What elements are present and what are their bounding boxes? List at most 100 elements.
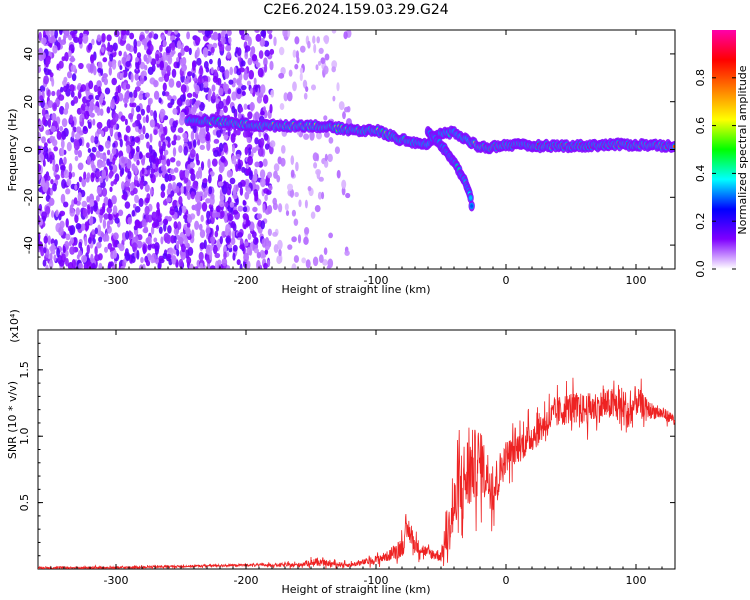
heatmap-cell: [247, 111, 253, 120]
heatmap-cell: [295, 161, 299, 172]
heatmap-cell: [263, 94, 269, 104]
heatmap-cell: [102, 57, 108, 63]
heatmap-cell: [343, 31, 348, 40]
heatmap-cell: [344, 106, 350, 113]
heatmap-cell: [70, 90, 75, 98]
heatmap-cell: [136, 40, 142, 47]
heatmap-cell: [82, 125, 88, 132]
heatmap-cell: [153, 237, 158, 243]
heatmap-cell: [276, 175, 281, 183]
heatmap-cell: [195, 131, 199, 141]
heatmap-cell: [118, 50, 122, 57]
heatmap-cell: [209, 265, 216, 269]
heatmap-cell: [47, 89, 51, 98]
heatmap-cell: [99, 108, 104, 116]
heatmap-cell: [158, 76, 164, 82]
heatmap-cell: [278, 203, 283, 213]
heatmap-cell: [255, 145, 260, 151]
heatmap-cell: [114, 217, 120, 224]
heatmap-cell: [133, 45, 138, 54]
heatmap-cell: [94, 105, 99, 114]
heatmap-cell: [162, 90, 166, 97]
colorbar-label: Normalized spectral amplitude: [736, 65, 749, 234]
heatmap-cell: [40, 37, 47, 45]
heatmap-cell: [336, 169, 341, 179]
heatmap-cell: [69, 226, 74, 236]
heatmap-cell: [152, 212, 156, 218]
heatmap-cell: [120, 265, 125, 269]
heatmap-cell: [338, 101, 345, 111]
heatmap-cell: [119, 138, 123, 148]
heatmap-cell: [158, 226, 163, 234]
heatmap-cell: [104, 246, 108, 253]
heatmap-cell: [243, 72, 249, 81]
heatmap-cell: [272, 197, 278, 205]
heatmap-cell: [135, 145, 140, 153]
heatmap-cell: [133, 89, 138, 99]
heatmap-cell: [107, 198, 112, 208]
heatmap-cell: [242, 206, 248, 213]
heatmap-cell: [209, 250, 213, 261]
heatmap-cell: [101, 33, 106, 43]
heatmap-cell: [289, 188, 295, 198]
heatmap-cell: [223, 201, 229, 208]
heatmap-cell: [247, 155, 254, 166]
heatmap-cell: [135, 56, 139, 63]
heatmap-cell: [63, 76, 68, 83]
heatmap-cell: [205, 227, 211, 235]
heatmap-cell: [83, 171, 87, 180]
heatmap-cell: [239, 186, 244, 196]
heatmap-cell: [269, 48, 275, 55]
heatmap-cell: [270, 89, 275, 98]
heatmap-cell: [195, 36, 201, 44]
heatmap-cell: [52, 102, 58, 112]
heatmap-cell: [64, 30, 70, 39]
heatmap-cell: [98, 144, 103, 150]
heatmap-cell: [42, 159, 46, 167]
heatmap-cell: [121, 157, 126, 164]
heatmap-cell: [254, 161, 260, 168]
heatmap-cell: [121, 167, 125, 175]
heatmap-cell: [117, 84, 122, 94]
heatmap-cell: [162, 82, 167, 92]
heatmap-cell: [47, 235, 51, 245]
heatmap-cell: [341, 186, 346, 196]
heatmap-cell: [90, 206, 94, 215]
heatmap-cell: [124, 201, 131, 209]
y-tick-label: 40: [22, 47, 35, 61]
heatmap-cell: [43, 67, 47, 73]
heatmap-cell: [150, 226, 155, 235]
heatmap-cell: [69, 114, 74, 124]
heatmap-cell: [58, 60, 64, 69]
heatmap-cell: [180, 205, 187, 214]
heatmap-cell: [162, 252, 168, 260]
heatmap-cell: [191, 229, 195, 239]
heatmap-cell: [236, 259, 241, 266]
heatmap-cell: [258, 161, 264, 168]
heatmap-cell: [145, 114, 149, 124]
snr-ticks: -300 -200 -100 0 100 0.5 1.0 1.5: [18, 330, 676, 587]
colorbar: 0.0 0.2 0.4 0.6 0.8 Normalized spectral ampl…: [694, 30, 749, 278]
heatmap-cell: [134, 68, 141, 74]
y-tick-label: 0.5: [18, 494, 31, 512]
heatmap-cell: [113, 232, 119, 241]
heatmap-cell: [195, 153, 199, 163]
heatmap-cell: [169, 168, 175, 175]
heatmap-cell: [71, 73, 77, 82]
heatmap-cell: [227, 213, 234, 222]
heatmap-cell: [108, 219, 114, 225]
heatmap-cell: [213, 138, 220, 144]
heatmap-cell: [253, 237, 259, 245]
heatmap-cell: [163, 73, 170, 82]
heatmap-cell: [209, 171, 215, 177]
heatmap-cell: [91, 164, 97, 172]
heatmap-cell: [77, 192, 82, 202]
heatmap-cell: [146, 141, 150, 149]
x-tick-label: 100: [626, 274, 647, 287]
heatmap-cell: [80, 84, 87, 92]
heatmap-cell: [90, 172, 95, 183]
heatmap-cell: [190, 172, 196, 182]
heatmap-cell: [294, 191, 299, 198]
